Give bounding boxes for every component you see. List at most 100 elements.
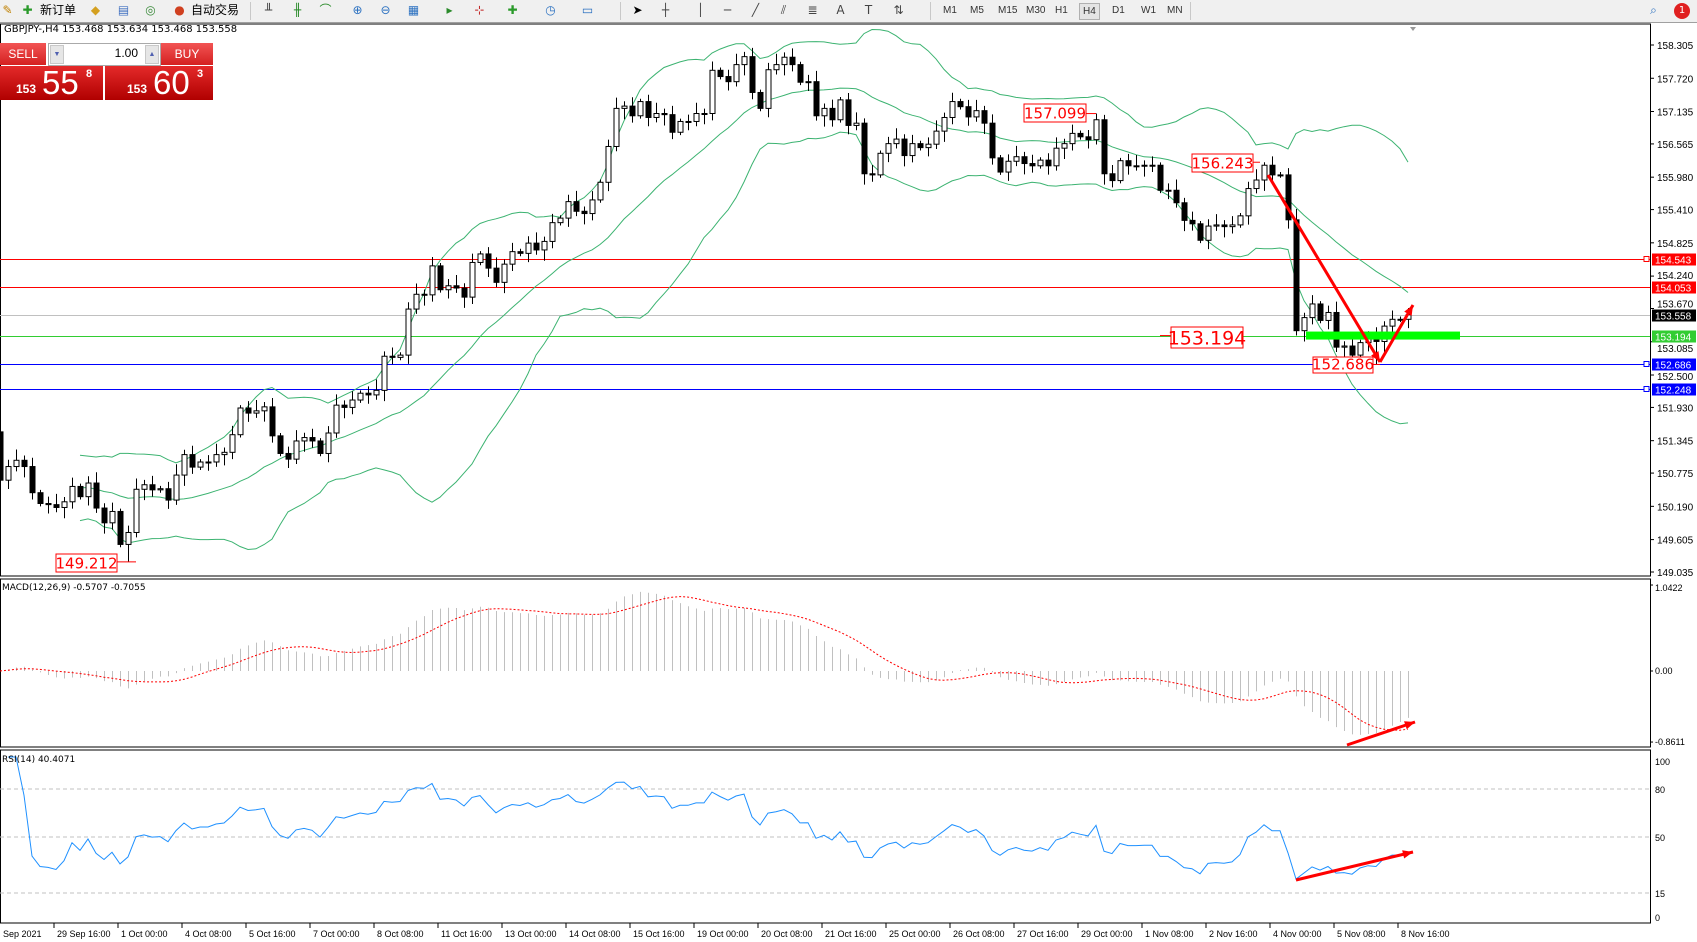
- candle-body: [309, 437, 316, 442]
- symbol-header: GBPJPY-,H4 153.468 153.634 153.468 153.5…: [4, 24, 238, 35]
- vertical-line-icon[interactable]: │: [696, 3, 705, 17]
- autoscroll-icon[interactable]: ⊹: [474, 3, 485, 17]
- sell-price-prefix: 153: [16, 82, 37, 96]
- search-icon[interactable]: ⌕: [1650, 3, 1657, 17]
- timeframe-m15[interactable]: M15: [998, 5, 1018, 16]
- candle: [285, 446, 292, 468]
- candle: [957, 98, 964, 110]
- templates-icon[interactable]: ▭: [581, 3, 594, 17]
- pencil-icon[interactable]: ✎: [2, 3, 13, 17]
- candle-body: [1197, 223, 1204, 241]
- candle: [1085, 129, 1092, 149]
- candle-body: [157, 488, 164, 491]
- equidistant-channel-icon[interactable]: ⫽: [780, 3, 787, 17]
- candle-body: [773, 64, 780, 71]
- auto-trading-button[interactable]: 自动交易: [191, 3, 240, 17]
- new-order-icon[interactable]: ✚: [22, 3, 33, 17]
- candle: [1013, 145, 1020, 167]
- time-axis-label: 5 Nov 08:00: [1337, 929, 1386, 939]
- candle: [245, 401, 252, 422]
- text-icon[interactable]: A: [836, 3, 845, 17]
- chart-shift-icon[interactable]: ▸: [446, 3, 453, 17]
- lot-decrease-button[interactable]: ▼: [50, 45, 64, 64]
- candle-body: [1117, 160, 1124, 182]
- candle-body: [85, 482, 92, 498]
- candle: [229, 425, 236, 460]
- indicators-icon[interactable]: ✚: [507, 3, 518, 17]
- candle-body: [285, 452, 292, 460]
- fibonacci-icon[interactable]: ≣: [807, 3, 818, 17]
- buy-price[interactable]: 153 60 3: [105, 64, 213, 101]
- text-label-icon[interactable]: T: [864, 3, 873, 17]
- zoom-in-icon[interactable]: ⊕: [352, 3, 363, 17]
- candle: [293, 430, 300, 464]
- candle: [1077, 130, 1084, 140]
- timeframe-m30[interactable]: M30: [1026, 5, 1046, 16]
- price-axis-label: 151.345: [1657, 437, 1694, 448]
- auto-trading-icon[interactable]: ●: [174, 3, 185, 17]
- periods-icon[interactable]: ◷: [545, 3, 556, 17]
- tile-windows-icon[interactable]: ▦: [407, 3, 420, 17]
- price-axis-label: 149.035: [1657, 568, 1694, 579]
- trendline-icon[interactable]: ╱: [751, 3, 760, 17]
- candle: [413, 283, 420, 314]
- zoom-out-icon[interactable]: ⊖: [380, 3, 391, 17]
- timeframe-h4[interactable]: H4: [1079, 3, 1100, 20]
- bar-chart-icon[interactable]: ╨: [264, 3, 273, 17]
- candle: [493, 257, 500, 288]
- lot-size-input[interactable]: ▼ 1.00 ▲: [48, 43, 161, 66]
- experts-icon[interactable]: ◆: [90, 3, 101, 17]
- market-watch-icon[interactable]: ▤: [117, 3, 130, 17]
- signals-icon[interactable]: ◎: [145, 3, 156, 17]
- candle-body: [1181, 202, 1188, 221]
- timeframe-m1[interactable]: M1: [943, 5, 957, 16]
- horizontal-line-icon[interactable]: ─: [723, 3, 732, 17]
- candle: [685, 114, 692, 131]
- lot-increase-button[interactable]: ▲: [145, 45, 159, 64]
- level-marker: [1643, 386, 1650, 392]
- time-axis-label: 14 Oct 08:00: [569, 929, 621, 939]
- candle-body: [253, 410, 260, 414]
- new-order-button[interactable]: 新订单: [40, 3, 77, 17]
- price-axis-label: 154.240: [1657, 271, 1694, 282]
- candle-body: [757, 91, 764, 109]
- candle: [141, 479, 148, 501]
- sell-price[interactable]: 153 55 8: [0, 64, 103, 101]
- timeframe-w1[interactable]: W1: [1141, 5, 1156, 16]
- notification-badge[interactable]: 1: [1674, 3, 1690, 19]
- candle: [157, 485, 164, 493]
- main-panel-frame: [0, 23, 1651, 577]
- candle-body: [485, 253, 492, 269]
- candle: [1069, 124, 1076, 151]
- candle-body: [77, 485, 84, 498]
- candle: [1237, 212, 1244, 228]
- candle: [661, 108, 668, 126]
- time-axis-label: 8 Oct 08:00: [377, 929, 424, 939]
- candle-body: [509, 251, 516, 265]
- candle-body: [141, 484, 148, 490]
- crosshair-icon[interactable]: ┼: [661, 3, 670, 17]
- timeframe-h1[interactable]: H1: [1055, 5, 1068, 16]
- candle: [1173, 179, 1180, 208]
- sell-button[interactable]: SELL: [0, 43, 46, 65]
- candle-body: [125, 531, 132, 545]
- arrows-icon[interactable]: ⇅: [893, 3, 904, 17]
- time-axis-label: 7 Oct 00:00: [313, 929, 360, 939]
- candle: [109, 502, 116, 530]
- timeframe-d1[interactable]: D1: [1112, 5, 1125, 16]
- candle: [437, 263, 444, 293]
- support-zone: [1306, 331, 1460, 340]
- rsi-axis-label: 0: [1655, 913, 1660, 923]
- candle-body: [765, 69, 772, 109]
- timeframe-m5[interactable]: M5: [970, 5, 984, 16]
- line-chart-icon[interactable]: ⌒: [319, 3, 332, 17]
- cursor-icon[interactable]: ➤: [632, 3, 643, 17]
- buy-button[interactable]: BUY: [161, 43, 213, 65]
- candlestick-icon[interactable]: ╫: [293, 3, 302, 17]
- candle-body: [1077, 132, 1084, 138]
- timeframe-mn[interactable]: MN: [1167, 5, 1183, 16]
- macd-axis-label: 1.0422: [1655, 583, 1683, 593]
- candle-body: [469, 261, 476, 298]
- candle: [469, 253, 476, 304]
